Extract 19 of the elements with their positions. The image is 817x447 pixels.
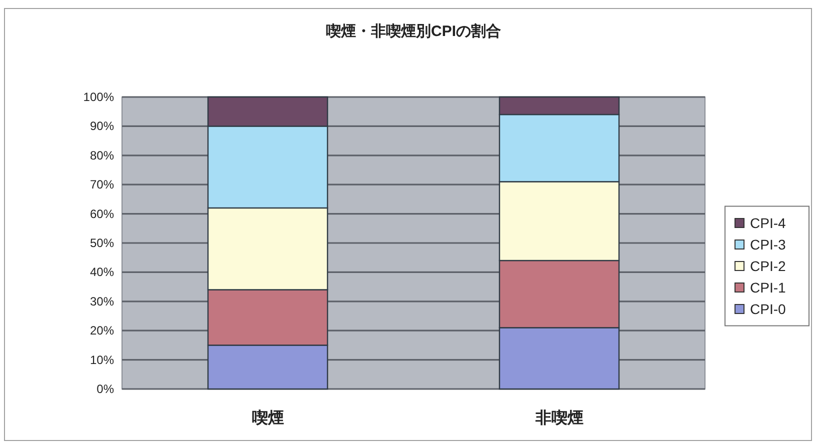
y-tick-label: 10% <box>90 352 114 367</box>
y-tick-label: 20% <box>90 324 114 338</box>
y-tick-label: 100% <box>83 90 114 104</box>
legend-label: CPI-0 <box>750 301 786 317</box>
x-tick-label: 喫煙 <box>252 409 284 427</box>
y-tick-label: 30% <box>90 294 114 308</box>
y-tick-label: 0% <box>96 382 114 396</box>
legend-label: CPI-3 <box>750 236 786 252</box>
x-tick-label: 非喫煙 <box>534 409 584 427</box>
chart-title: 喫煙・非喫煙別CPIの割合 <box>326 23 502 40</box>
legend-label: CPI-2 <box>750 258 786 274</box>
y-tick-label: 50% <box>90 236 114 250</box>
y-tick-label: 70% <box>90 178 114 192</box>
y-tick-label: 90% <box>90 119 114 134</box>
legend-label: CPI-4 <box>750 215 786 231</box>
y-tick-label: 40% <box>90 265 114 280</box>
legend-label: CPI-1 <box>750 280 786 296</box>
y-tick-label: 60% <box>90 206 114 221</box>
y-tick-label: 80% <box>90 148 114 162</box>
